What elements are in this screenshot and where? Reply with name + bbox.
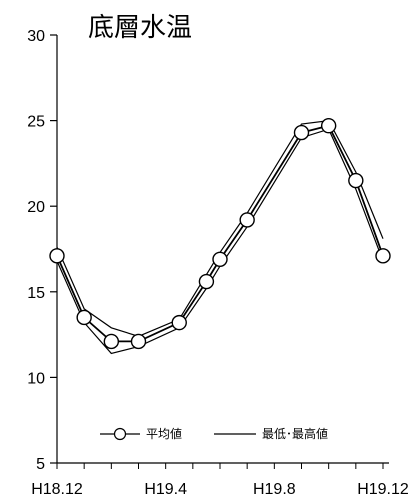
- x-tick-label: H19.4: [144, 481, 187, 498]
- mean-point: [212, 251, 228, 267]
- mean-point: [239, 212, 255, 228]
- x-tick-label: H19.8: [253, 481, 296, 498]
- mean-point: [130, 333, 147, 350]
- x-tick-label: H19.12: [357, 481, 409, 498]
- mean-point: [103, 333, 120, 350]
- y-tick-label: 30: [27, 28, 45, 45]
- mean-point: [375, 248, 391, 264]
- mean-point: [49, 248, 65, 264]
- mean-point: [320, 118, 337, 134]
- y-tick-label: 5: [36, 456, 45, 473]
- series-line-max: [56, 119, 384, 337]
- x-tick-label: H18.12: [31, 481, 83, 498]
- mean-point: [198, 273, 215, 290]
- min-max-lines: [56, 119, 384, 355]
- legend: 平均値 最低･最高値: [100, 426, 328, 441]
- y-tick-label: 10: [27, 370, 45, 387]
- mean-series: [49, 118, 391, 350]
- y-tick-label: 25: [27, 114, 45, 131]
- series-line-mean: [56, 124, 384, 343]
- series-line-min: [56, 128, 384, 355]
- legend-mean-marker: [113, 427, 127, 441]
- y-tick-label: 15: [27, 285, 45, 302]
- mean-point: [293, 124, 310, 141]
- legend-range-label: 最低･最高値: [262, 426, 328, 441]
- mean-point: [76, 309, 92, 326]
- legend-mean-label: 平均値: [146, 426, 182, 441]
- axes: 5 10 15 20 25 30 H18.12 H19.4 H19.8 H19.12: [27, 28, 409, 498]
- chart-title: 底層水温: [88, 13, 192, 43]
- mean-point: [171, 314, 187, 331]
- mean-point: [348, 172, 364, 189]
- y-tick-label: 20: [27, 199, 45, 216]
